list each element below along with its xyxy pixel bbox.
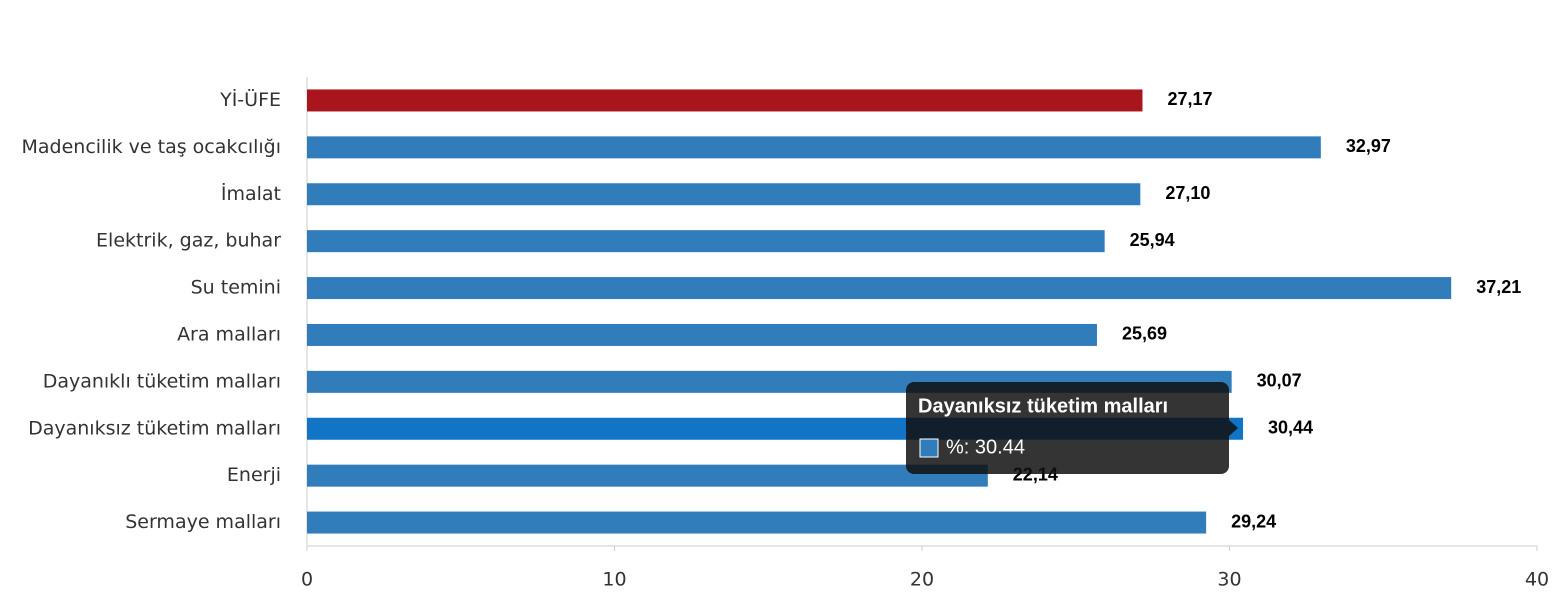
tooltip-box	[906, 382, 1229, 474]
tooltip-title: Dayanıksız tüketim malları	[918, 395, 1168, 417]
value-label: 27,17	[1167, 89, 1212, 109]
x-tick-label: 40	[1525, 569, 1549, 591]
bar	[307, 230, 1105, 253]
bar	[307, 89, 1143, 112]
bar	[307, 323, 1097, 346]
category-label: Ara malları	[177, 323, 281, 345]
value-label: 30,07	[1257, 371, 1302, 391]
x-tick-label: 10	[602, 569, 626, 591]
category-label: Sermaye malları	[125, 511, 281, 533]
bar	[307, 277, 1452, 300]
bar	[307, 183, 1141, 206]
bar	[307, 511, 1207, 534]
category-label: Enerji	[227, 464, 281, 486]
category-label: Su temini	[191, 277, 281, 299]
category-label: İmalat	[221, 182, 281, 205]
value-label: 29,24	[1231, 511, 1276, 531]
value-label: 27,10	[1165, 183, 1210, 203]
category-label: Yİ-ÜFE	[219, 88, 281, 111]
bar	[307, 136, 1321, 159]
value-label: 30,44	[1268, 418, 1313, 438]
bar	[307, 464, 988, 487]
x-tick-label: 0	[301, 569, 313, 591]
tooltip-arrow	[1229, 420, 1238, 436]
category-label: Dayanıksız tüketim malları	[28, 417, 281, 439]
category-label: Dayanıklı tüketim malları	[43, 370, 281, 392]
plot: 0 10 20 30 40 Yİ-ÜFE Madencilik ve taş ocakcıl…	[22, 88, 1550, 591]
tooltip-label: %: 30.44	[946, 436, 1025, 458]
x-tick-label: 30	[1217, 569, 1241, 591]
x-tick-label: 20	[910, 569, 934, 591]
tooltip: Dayanıksız tüketim malları %: 30.44	[906, 382, 1238, 474]
value-label: 25,94	[1130, 230, 1175, 250]
value-label: 25,69	[1122, 324, 1167, 344]
tooltip-swatch	[919, 438, 939, 458]
category-label: Madencilik ve taş ocakcılığı	[22, 136, 282, 158]
value-label: 37,21	[1476, 277, 1521, 297]
value-label: 32,97	[1346, 136, 1391, 156]
category-label: Elektrik, gaz, buhar	[96, 230, 281, 252]
